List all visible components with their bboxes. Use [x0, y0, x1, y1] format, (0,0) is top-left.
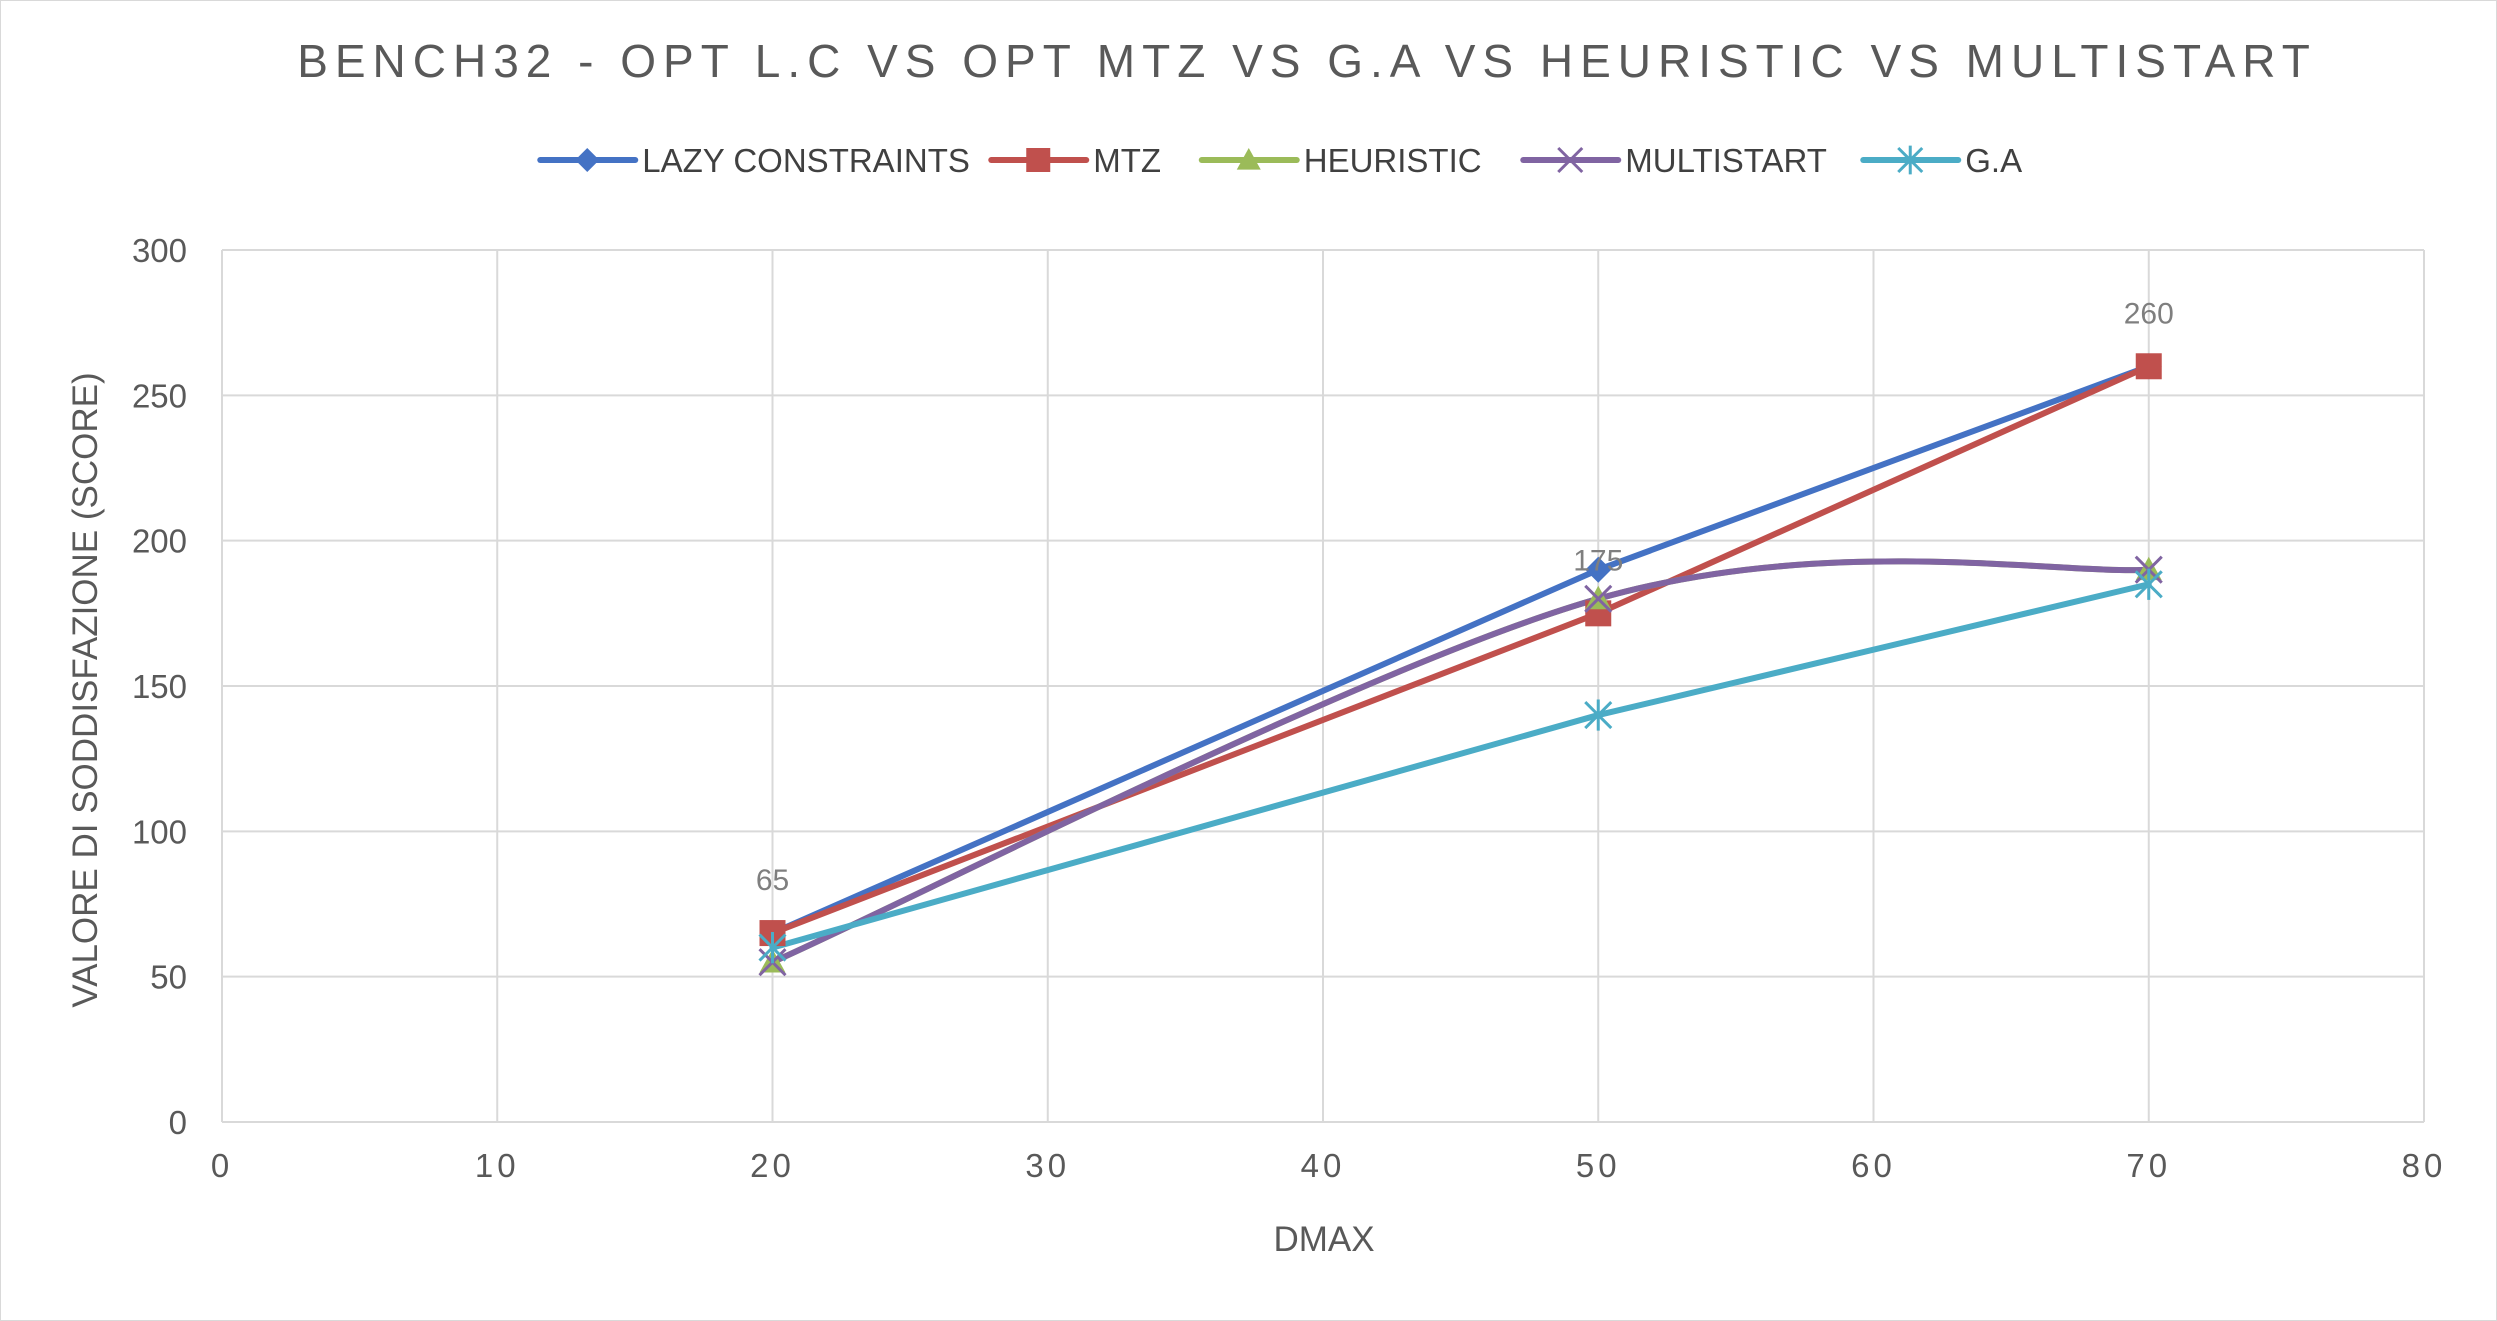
y-tick-label: 250 [132, 377, 187, 414]
legend: LAZY CONSTRAINTS MTZ HEURISTIC MULTISTART G.… [537, 142, 2022, 179]
legend-marker-mtz [1026, 148, 1051, 172]
data-point-multistart [1584, 584, 1613, 613]
data-point-lazy-constraints [1585, 556, 1612, 583]
legend-label-heuristic: HEURISTIC [1304, 142, 1482, 179]
gridlines [221, 249, 2425, 1123]
x-tick-label: 80 [2402, 1147, 2447, 1184]
y-tick-label: 200 [132, 523, 187, 560]
x-axis-label: DMAX [1273, 1220, 1374, 1259]
x-tick-label: 60 [1851, 1147, 1896, 1184]
x-tick-label: 40 [1301, 1147, 1346, 1184]
plot-series [758, 353, 2163, 977]
legend-marker-multistart [1557, 146, 1584, 174]
legend-label-mtz: MTZ [1093, 142, 1161, 179]
y-tick-label: 50 [150, 959, 187, 996]
x-tick-label: 0 [211, 1147, 233, 1184]
data-point-g-a [2134, 568, 2163, 600]
x-tick-label: 50 [1576, 1147, 1621, 1184]
series-line-heuristic [769, 558, 2152, 966]
y-tick-label: 100 [132, 813, 187, 850]
data-point-g-a [758, 932, 787, 964]
data-label: 260 [2124, 297, 2174, 330]
y-tick-label: 150 [132, 668, 187, 705]
data-label: 65 [756, 864, 789, 897]
x-tick-label: 30 [1025, 1147, 1070, 1184]
y-tick-label: 0 [169, 1104, 187, 1141]
legend-marker-lazy-constraints [575, 148, 600, 172]
y-axis-label: VALORE DI SODDISFAZIONE (SCORE) [66, 372, 105, 1007]
legend-marker-g-a [1897, 145, 1924, 175]
x-tick-label: 10 [475, 1147, 520, 1184]
x-tick-label: 70 [2126, 1147, 2171, 1184]
axis-ticks: 0 50 100 150 200 250 300 0 10 20 30 40 50 60 70 80 [132, 232, 2447, 1184]
data-point-mtz [2135, 353, 2162, 380]
legend-label-lazy-constraints: LAZY CONSTRAINTS [642, 142, 970, 179]
data-point-g-a [1584, 699, 1613, 731]
series-line-multistart [769, 558, 2152, 966]
data-labels: 65 175 260 [756, 297, 2174, 897]
series-line-g-a [769, 581, 2152, 951]
legend-marker-heuristic [1236, 148, 1261, 170]
y-tick-label: 300 [132, 232, 187, 269]
legend-label-multistart: MULTISTART [1625, 142, 1827, 179]
legend-label-g-a: G.A [1965, 142, 2022, 179]
data-label: 175 [1573, 544, 1623, 577]
chart-title: BENCH32 - OPT L.C VS OPT MTZ VS G.A VS H… [297, 35, 2317, 87]
x-tick-label: 20 [750, 1147, 795, 1184]
